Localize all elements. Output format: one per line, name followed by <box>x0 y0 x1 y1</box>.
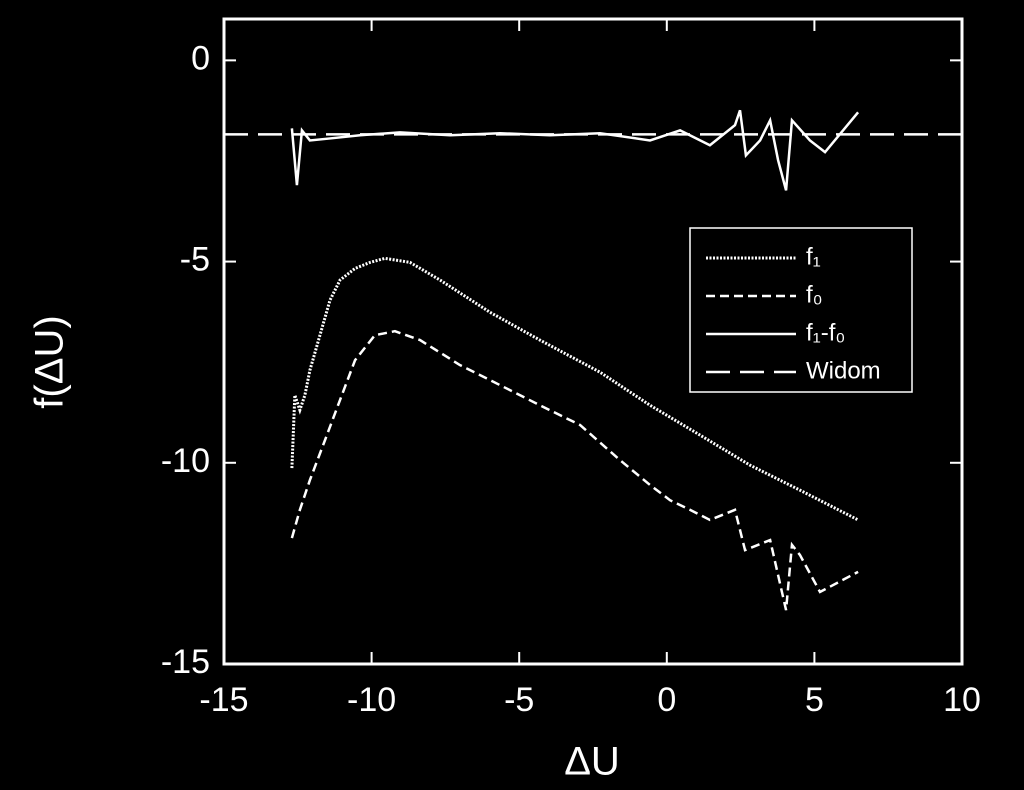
series-line <box>290 109 860 191</box>
x-tick-label: 0 <box>657 681 676 719</box>
legend-label: Widom <box>806 357 881 384</box>
y-tick-label: -5 <box>180 241 210 279</box>
x-tick-label: -15 <box>199 681 248 719</box>
y-tick-label: -10 <box>161 442 210 480</box>
legend-box <box>689 227 913 393</box>
legend-label: f₁ <box>806 243 821 270</box>
y-tick-label: 0 <box>191 39 210 77</box>
series-line <box>290 329 859 611</box>
y-axis-label: f(ΔU) <box>28 315 72 408</box>
x-tick-label: 5 <box>805 681 824 719</box>
legend-label: f₁-f₀ <box>806 319 845 346</box>
plot-frame <box>222 17 964 666</box>
legend-label: f₀ <box>806 281 823 308</box>
x-tick-label: -5 <box>504 681 534 719</box>
series-line <box>290 256 859 522</box>
x-tick-label: 10 <box>943 681 981 719</box>
x-tick-label: -10 <box>347 681 396 719</box>
x-axis-label: ΔU <box>564 740 620 784</box>
y-tick-label: -15 <box>161 643 210 681</box>
